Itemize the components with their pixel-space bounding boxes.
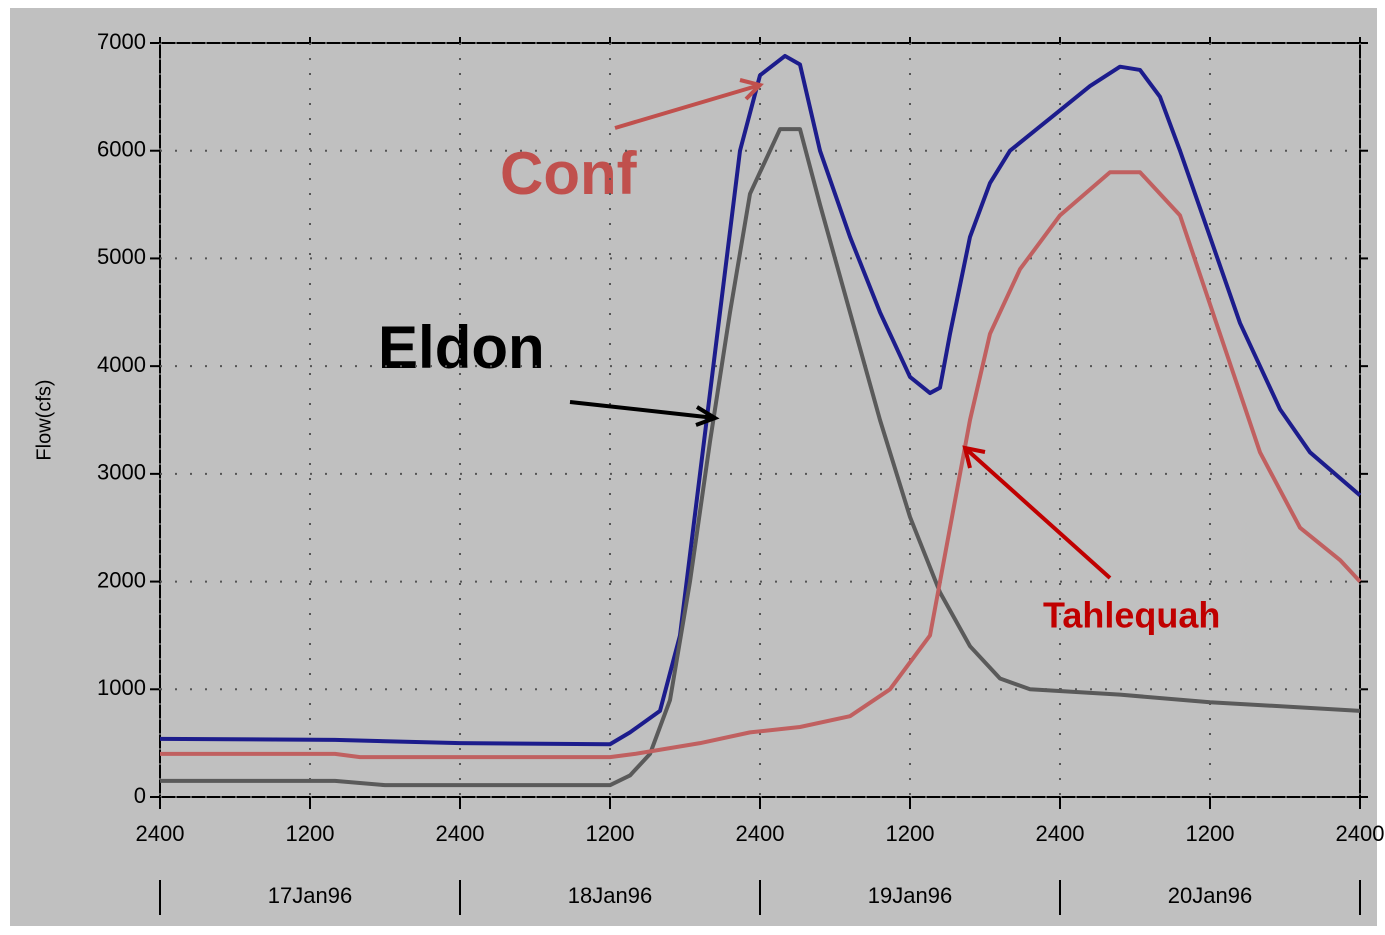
plot: 0 1000 2000 3000 4000 5000 6000 7000 2400 1200 240…: [97, 29, 1384, 915]
arrows: [569, 78, 1112, 580]
day-label: 18Jan96: [568, 883, 652, 908]
x-tick-label: 1200: [886, 821, 935, 846]
x-tick-label: 2400: [1336, 821, 1385, 846]
x-tick-label: 1200: [286, 821, 335, 846]
y-tick-label: 3000: [97, 460, 146, 485]
arrow-head: [962, 445, 986, 469]
day-label: 20Jan96: [1168, 883, 1252, 908]
y-tick-label: 6000: [97, 137, 146, 162]
y-tick-label: 2000: [97, 567, 146, 592]
series-line: [160, 170, 1362, 760]
y-tick-label: 4000: [97, 352, 146, 377]
x-tick-label: 2400: [1036, 821, 1085, 846]
arrow: [963, 446, 1112, 580]
arrow-head: [739, 78, 764, 101]
annotation: Conf: [500, 140, 638, 207]
annotation: Eldon: [378, 314, 545, 381]
series-line: [160, 127, 1361, 788]
y-tick-label: 1000: [97, 675, 146, 700]
y-tick-label: 0: [134, 783, 146, 808]
arrow: [614, 83, 761, 130]
x-tick-label: 2400: [436, 821, 485, 846]
x-tick-label: 1200: [1186, 821, 1235, 846]
y-tick-label: 5000: [97, 244, 146, 269]
day-label: 17Jan96: [268, 883, 352, 908]
y-axis-label: Flow(cfs): [33, 379, 55, 460]
arrow-head: [695, 405, 720, 427]
x-tick-label: 2400: [136, 821, 185, 846]
y-tick-label: 7000: [97, 29, 146, 54]
annotation: Tahlequah: [1043, 595, 1220, 636]
background: [10, 8, 1377, 926]
x-tick-label: 1200: [586, 821, 635, 846]
x-tick-label: 2400: [736, 821, 785, 846]
series-line: [159, 53, 1362, 747]
day-label: 19Jan96: [868, 883, 952, 908]
arrow: [569, 400, 716, 420]
